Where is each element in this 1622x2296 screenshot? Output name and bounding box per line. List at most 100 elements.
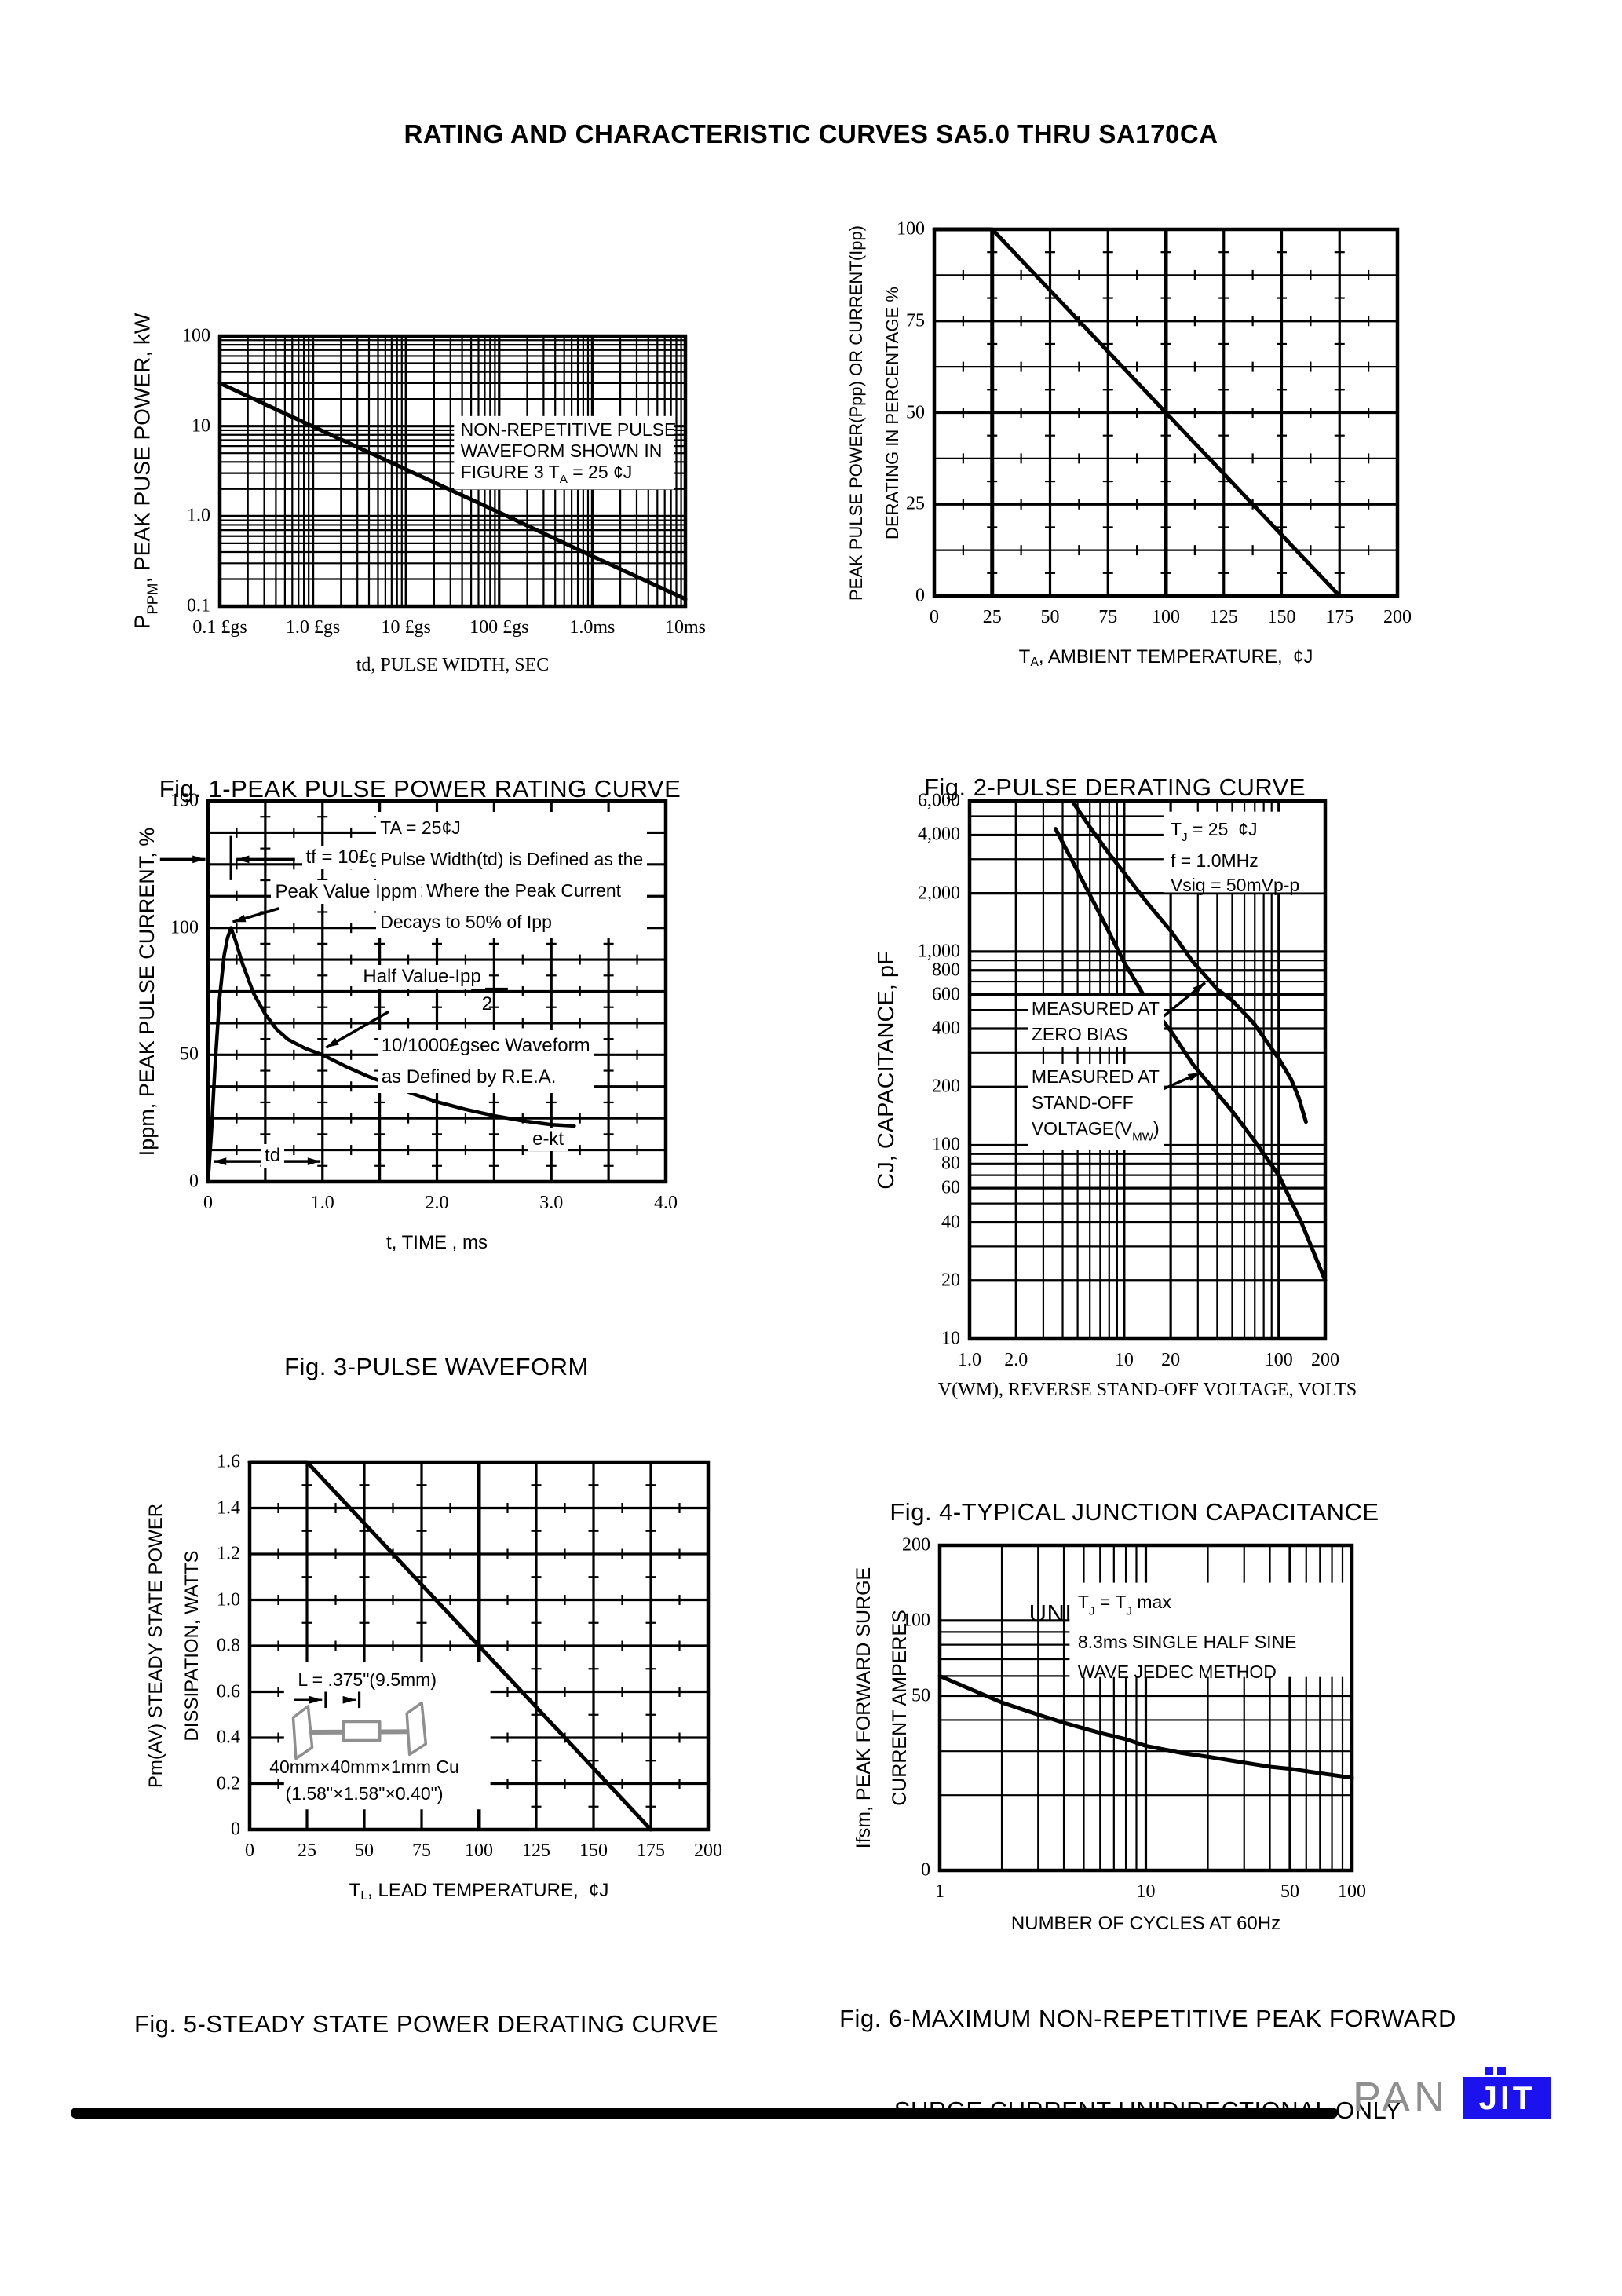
fig6-xtick-3: 100 <box>1338 1881 1366 1902</box>
fig6-xtick-0: 1 <box>935 1881 944 1902</box>
fig4-xtick-4: 100 <box>1264 1350 1293 1370</box>
fig4-annotation-2: MEASURED AT STAND-OFF VOLTAGE(VMW) <box>1027 1063 1164 1150</box>
fig4-ytick-3: 1,000 <box>918 941 960 962</box>
fig3-ytick-3: 150 <box>170 790 199 811</box>
fig1-container: Fig. 1-PEAK PULSE POWER RATING CURVE NON… <box>130 313 706 803</box>
fig2-ytick-4: 100 <box>897 218 925 239</box>
fig1-xtick-1: 1.0 £gs <box>285 617 341 638</box>
fig3-annotation-5: 10/1000£gsec Waveform as Defined by R.E.A… <box>377 1029 594 1093</box>
fig5-plot <box>247 1460 711 1832</box>
fig2-xlabel: TA, AMBIENT TEMPERATURE, ¢J <box>1018 646 1313 669</box>
fig1-xtick-3: 100 £gs <box>469 617 529 638</box>
fig4-container: Fig. 4-TYPICAL JUNCTION CAPACITANCE UNID… <box>874 791 1379 1628</box>
fig1-annotation-0: NON-REPETITIVE PULSE WAVEFORM SHOWN IN FIG… <box>460 419 677 486</box>
fig5-xtick-1: 25 <box>298 1841 316 1861</box>
fig6-ylabel: Ifsm, PEAK FORWARD SURGE CURRENT AMPERES <box>853 1567 911 1849</box>
fig4-curve-measured-at-zero-bias <box>1069 799 1308 1124</box>
fig2-xtick-4: 100 <box>1152 607 1180 627</box>
fig4-xtick-3: 20 <box>1161 1350 1181 1370</box>
fig4-ytick-12: 20 <box>941 1270 960 1291</box>
fig3-xlabel: t, TIME , ms <box>386 1232 488 1253</box>
fig4-ytick-8: 100 <box>932 1134 960 1155</box>
fig2-ylabel: PEAK PULSE POWER(Ppp) OR CURRENT(Ipp) DER… <box>846 225 902 601</box>
fig6-curve-peak-forward-surge-current <box>937 1673 1354 1780</box>
fig2-xtick-0: 0 <box>930 607 939 627</box>
fig3-caption: Fig. 3-PULSE WAVEFORM <box>284 1353 589 1380</box>
fig6-plot <box>937 1543 1354 1873</box>
fig3-annotation-6: e-kt <box>528 1128 568 1152</box>
brand-logo-dot-1 <box>1485 2067 1493 2075</box>
fig4-ytick-10: 60 <box>941 1177 960 1198</box>
fig4-xlabel: V(WM), REVERSE STAND-OFF VOLTAGE, VOLTS <box>937 1380 1357 1400</box>
fig5-ytick-7: 1.4 <box>217 1497 240 1518</box>
fig3-annotation-1: TA = 25¢J Pulse Width(td) is Defined as t… <box>376 812 648 938</box>
fig5-ytick-5: 1.0 <box>217 1589 240 1610</box>
fig3-ylabel: Ippm, PEAK PULSE CURRENT, % <box>135 827 159 1156</box>
fig1-xtick-5: 10ms <box>664 617 707 638</box>
fig2-xtick-3: 75 <box>1098 607 1118 627</box>
fig5-ytick-8: 1.6 <box>217 1451 240 1472</box>
fig3-curve-pulse-waveform <box>206 926 576 1184</box>
footer-rule <box>71 2108 1338 2119</box>
fig4-ytick-11: 40 <box>941 1212 960 1233</box>
fig5-ytick-2: 0.4 <box>217 1727 240 1748</box>
fig3-xtick-4: 4.0 <box>654 1193 678 1213</box>
brand-logo-jit: JIT <box>1463 2077 1551 2119</box>
fig6-ytick-2: 50 <box>911 1685 930 1706</box>
brand-logo-pan: PAN <box>1353 2074 1449 2121</box>
fig1-caption: Fig. 1-PEAK PULSE POWER RATING CURVE <box>159 775 681 803</box>
brand-logo-dot-2 <box>1497 2067 1506 2075</box>
fig1-xtick-4: 1.0ms <box>569 617 616 638</box>
fig1-ytick-2: 1.0 <box>187 505 210 526</box>
fig2-xtick-1: 25 <box>982 607 1002 627</box>
fig4-xtick-0: 1.0 <box>958 1350 981 1370</box>
fig1-ytick-1: 10 <box>192 415 210 437</box>
fig3-xtick-2: 2.0 <box>425 1193 449 1213</box>
fig2-container: Fig. 2-PULSE DERATING CURVE 0 25 50 75 100 12… <box>846 219 1412 802</box>
fig3-annotation-4: 2 <box>481 993 492 1015</box>
fig3-xtick-3: 3.0 <box>539 1193 564 1213</box>
fig1-ytick-0: 100 <box>182 325 210 346</box>
fig1-xtick-0: 0.1 £gs <box>192 617 247 638</box>
fig4-ytick-9: 80 <box>941 1153 960 1174</box>
fig5-xtick-8: 200 <box>694 1841 722 1861</box>
fig6-xlabel: NUMBER OF CYCLES AT 60Hz <box>1010 1913 1281 1934</box>
fig5-annotation-1: 40mm×40mm×1mm Cu <box>269 1756 459 1777</box>
fig6-container: Fig. 6-MAXIMUM NON-REPETITIVE PEAK FORWA… <box>839 1535 1456 2125</box>
fig4-ytick-2: 2,000 <box>918 883 960 904</box>
fig5-ylabel: Pm(AV) STEADY STATE POWER DISSIPATION, WA… <box>145 1503 203 1789</box>
fig2-plot <box>932 227 1400 598</box>
page-title: RATING AND CHARACTERISTIC CURVES SA5.0 T… <box>404 119 1218 148</box>
fig2-xtick-6: 150 <box>1267 607 1296 627</box>
fig2-ytick-2: 50 <box>906 402 925 422</box>
fig3-annotation-7: td <box>261 1144 285 1168</box>
fig5-ytick-3: 0.6 <box>217 1681 240 1702</box>
fig1-xtick-2: 10 £gs <box>381 617 431 638</box>
fig4-ytick-4: 800 <box>932 960 960 981</box>
fig2-ytick-0: 0 <box>915 585 925 606</box>
fig3-xtick-0: 0 <box>203 1193 213 1213</box>
fig1-ytick-3: 0.1 <box>187 595 210 616</box>
fig4-ytick-1: 4,000 <box>918 824 960 845</box>
fig1-ylabel: PPPM, PEAK PUSE POWER, kW <box>130 313 161 630</box>
fig6-ytick-1: 100 <box>902 1610 930 1631</box>
fig5-xtick-4: 100 <box>465 1841 493 1861</box>
fig4-annotation-0: TJ = 25 ¢J f = 1.0MHz Vsig = 50mVp-p <box>1170 818 1300 896</box>
fig4-xtick-2: 10 <box>1114 1350 1134 1370</box>
fig3-ytick-2: 100 <box>170 917 199 938</box>
fig2-xtick-2: 50 <box>1040 607 1060 627</box>
fig6-annotation-0: TJ = TJ max 8.3ms SINGLE HALF SINE WAVE JE… <box>1077 1592 1297 1682</box>
fig5-xtick-6: 150 <box>579 1841 608 1861</box>
fig4-ylabel: CJ, CAPACITANCE, pF <box>874 950 899 1190</box>
fig3-annotation-2: Peak Value Ippm <box>271 879 422 904</box>
fig6-ytick-3: 0 <box>921 1859 930 1881</box>
fig5-ytick-1: 0.2 <box>217 1773 240 1793</box>
fig5-ytick-4: 0.8 <box>217 1635 240 1656</box>
fig4-xtick-1: 2.0 <box>1004 1350 1028 1370</box>
fig3-annotation-3: Half Value-Ipp <box>359 964 485 989</box>
fig2-ytick-1: 25 <box>906 493 925 514</box>
fig4-ytick-7: 200 <box>932 1076 960 1097</box>
fig5-xtick-0: 0 <box>245 1841 254 1861</box>
fig4-ytick-6: 400 <box>932 1018 960 1039</box>
